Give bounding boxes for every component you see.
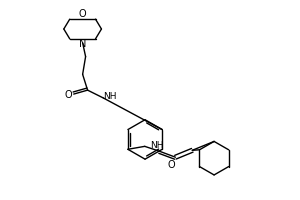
Text: O: O (79, 9, 86, 19)
Text: O: O (65, 90, 73, 100)
Text: O: O (168, 160, 175, 170)
Text: NH: NH (150, 141, 164, 150)
Text: NH: NH (103, 92, 116, 101)
Text: N: N (79, 39, 86, 49)
